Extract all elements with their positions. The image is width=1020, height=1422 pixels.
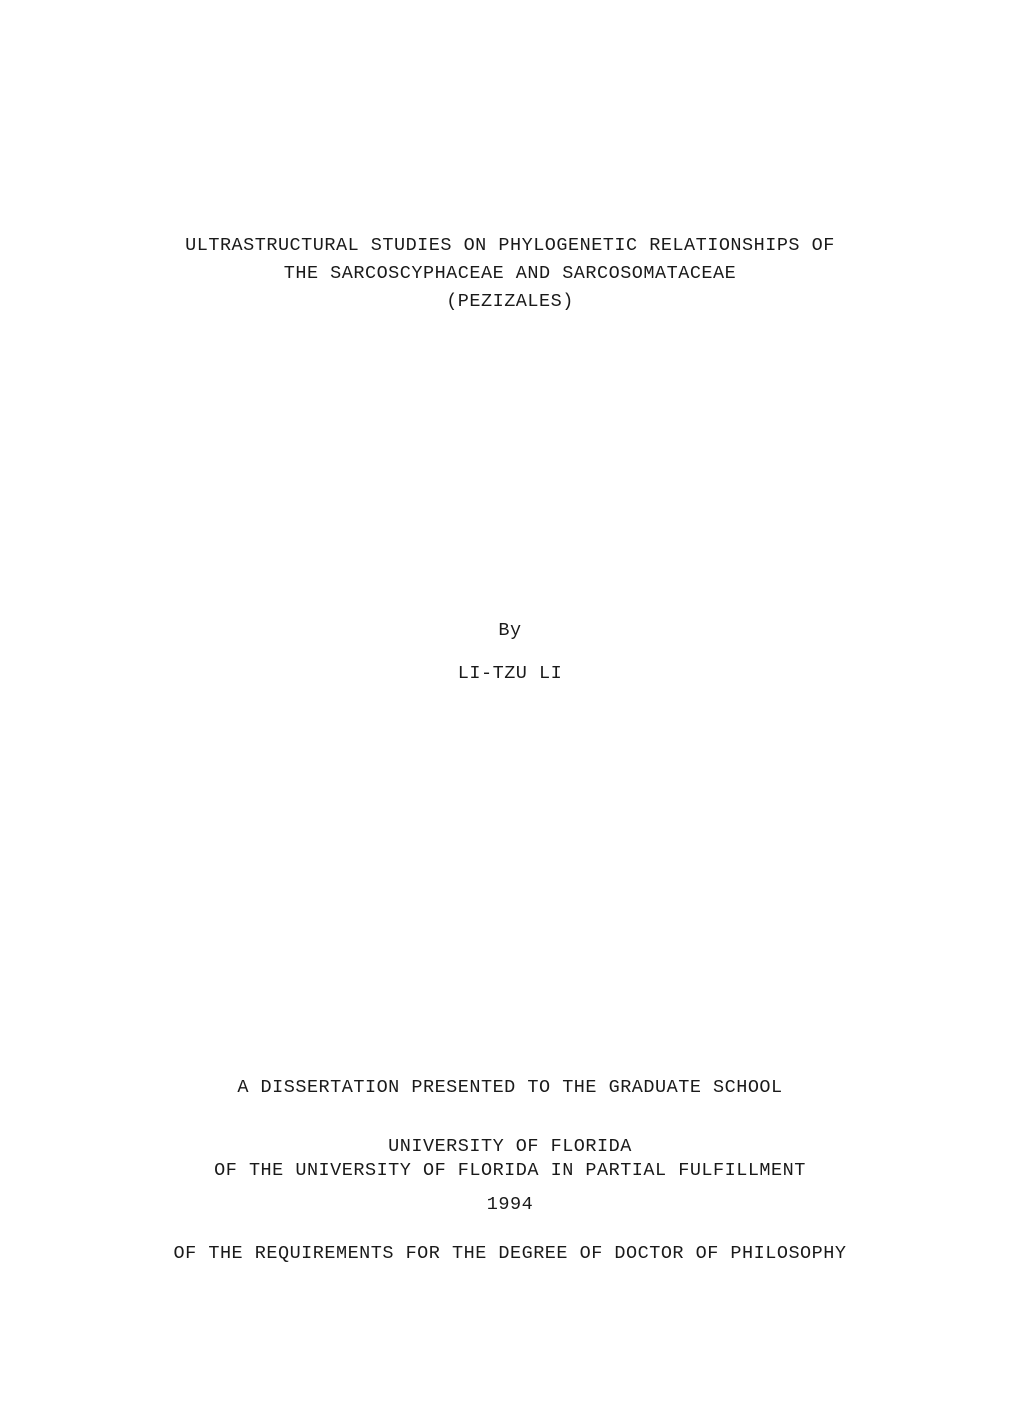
fulfillment-line-1: A DISSERTATION PRESENTED TO THE GRADUATE…	[0, 1074, 1020, 1102]
dissertation-title: ULTRASTRUCTURAL STUDIES ON PHYLOGENETIC …	[0, 232, 1020, 315]
fulfillment-line-2: OF THE UNIVERSITY OF FLORIDA IN PARTIAL …	[0, 1157, 1020, 1185]
title-line-2: THE SARCOSCYPHACEAE AND SARCOSOMATACEAE	[0, 260, 1020, 288]
author-block: By LI-TZU LI	[0, 610, 1020, 695]
author-name: LI-TZU LI	[0, 653, 1020, 696]
title-page: ULTRASTRUCTURAL STUDIES ON PHYLOGENETIC …	[0, 0, 1020, 1422]
fulfillment-statement: A DISSERTATION PRESENTED TO THE GRADUATE…	[0, 1018, 1020, 1323]
fulfillment-line-3: OF THE REQUIREMENTS FOR THE DEGREE OF DO…	[0, 1240, 1020, 1268]
by-label: By	[0, 610, 1020, 653]
title-line-3: (PEZIZALES)	[0, 288, 1020, 316]
institution-name: UNIVERSITY OF FLORIDA	[0, 1136, 1020, 1157]
title-line-1: ULTRASTRUCTURAL STUDIES ON PHYLOGENETIC …	[0, 232, 1020, 260]
publication-year: 1994	[0, 1194, 1020, 1215]
